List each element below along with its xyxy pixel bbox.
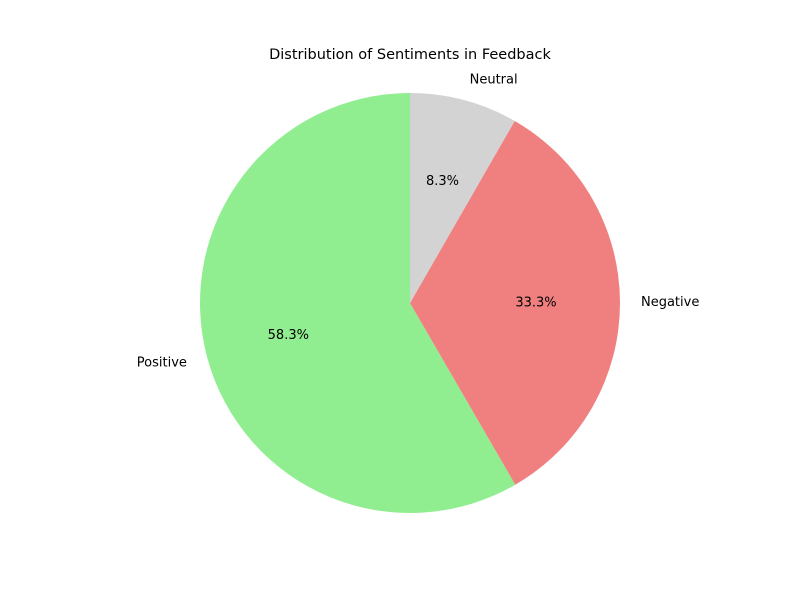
slice-label-negative: Negative bbox=[641, 295, 699, 310]
chart-title: Distribution of Sentiments in Feedback bbox=[269, 47, 551, 63]
pie-slice-negative bbox=[410, 120, 621, 485]
pct-label-negative: 33.3% bbox=[515, 295, 556, 310]
slice-label-positive: Positive bbox=[137, 355, 187, 370]
slice-label-neutral: Neutral bbox=[470, 72, 518, 87]
pct-label-neutral: 8.3% bbox=[426, 174, 459, 189]
pie-slice-positive bbox=[200, 93, 516, 513]
pct-label-positive: 58.3% bbox=[268, 328, 309, 343]
pie-slice-neutral bbox=[410, 93, 515, 303]
